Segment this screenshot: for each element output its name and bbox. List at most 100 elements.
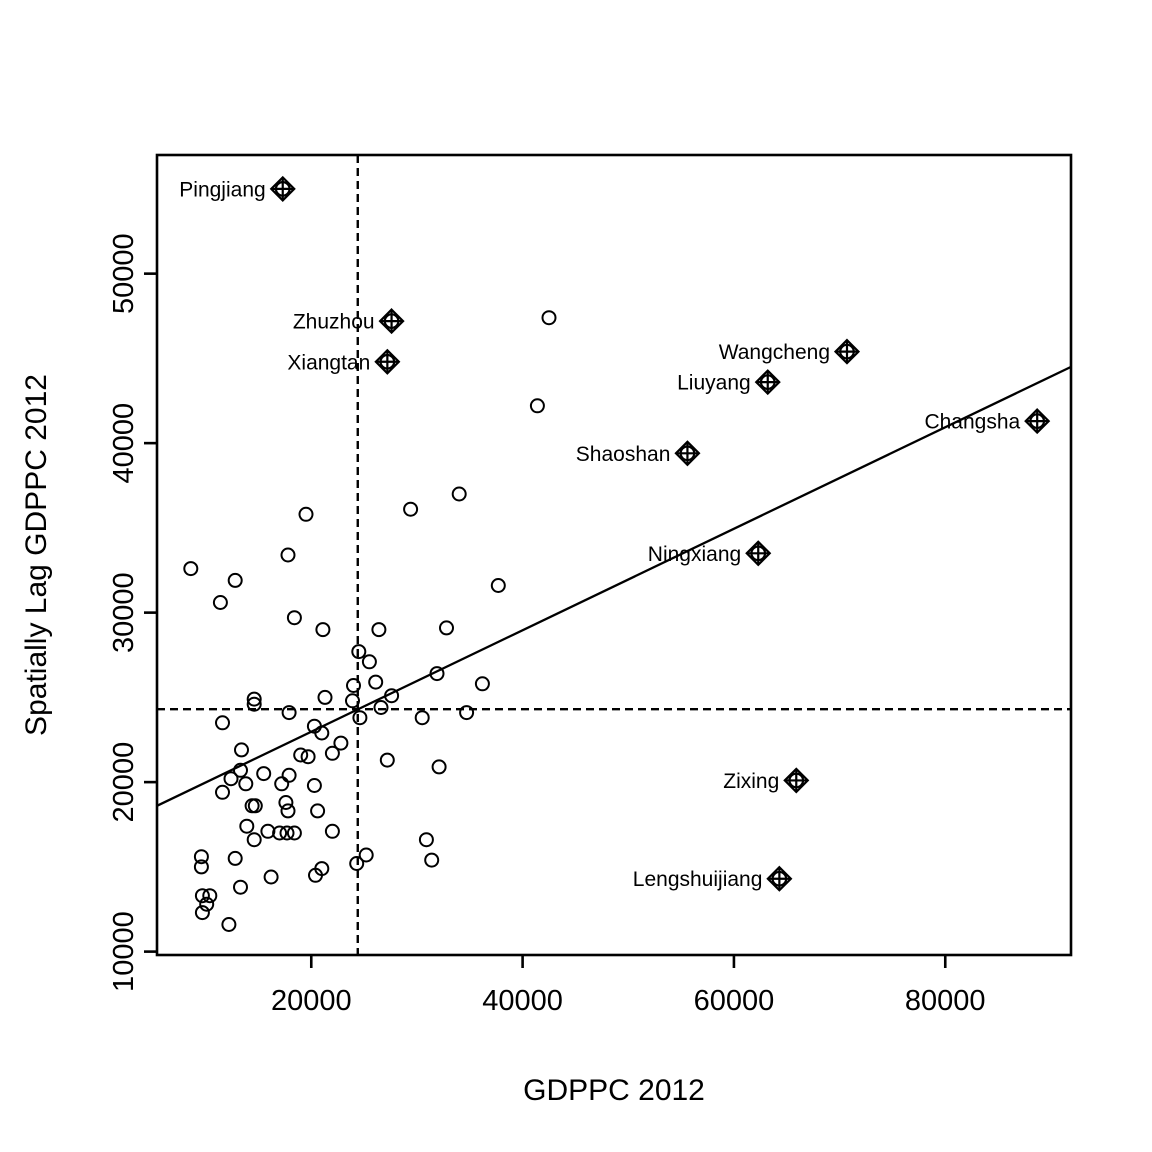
data-point [281, 767, 297, 783]
y-tick-label: 30000 [108, 572, 140, 653]
data-point [418, 832, 434, 848]
x-tick-label: 60000 [694, 985, 775, 1017]
data-point [223, 771, 239, 787]
data-point [306, 778, 322, 793]
data-point [346, 678, 361, 693]
data-point [246, 832, 262, 848]
point-label: Zixing [723, 770, 779, 793]
data-point [403, 501, 419, 517]
data-point [424, 852, 440, 868]
point-label: Ningxiang [648, 543, 741, 566]
labeled-points-layer: Pingjiang Zhuzhou Xiangtan Wangcheng Liuyang… [179, 175, 1051, 892]
data-point [280, 547, 296, 563]
data-point [183, 561, 199, 577]
labeled-point: Xiangtan [287, 348, 401, 375]
data-point [439, 620, 454, 636]
y-tick-label: 10000 [108, 911, 140, 992]
point-label: Zhuzhou [293, 311, 375, 334]
regression-line [156, 365, 1072, 807]
point-label: Lengshuijiang [633, 868, 763, 891]
data-point [351, 644, 367, 660]
data-point [373, 700, 389, 715]
data-point [414, 710, 430, 726]
data-point [260, 823, 276, 839]
data-point [314, 725, 330, 741]
data-point [278, 795, 294, 810]
regression-line-layer [156, 365, 1072, 807]
data-point [368, 674, 384, 690]
data-point [298, 506, 314, 522]
diamond-icon [378, 308, 405, 335]
labeled-point: Lengshuijiang [633, 865, 793, 892]
data-point [349, 856, 365, 871]
data-point [315, 622, 331, 638]
data-point [333, 735, 349, 751]
data-point [227, 572, 243, 588]
data-point [239, 818, 255, 834]
data-point [194, 888, 210, 904]
point-label: Pingjiang [179, 178, 265, 201]
data-point [361, 654, 377, 670]
y-tick-label: 20000 [108, 742, 140, 823]
data-point [256, 766, 272, 782]
data-point [451, 486, 467, 502]
data-point [310, 803, 326, 819]
diamond-icon [1024, 408, 1051, 435]
data-point [352, 710, 368, 726]
data-point [358, 847, 374, 863]
x-tick-label: 20000 [271, 985, 352, 1017]
labeled-point: Changsha [924, 408, 1051, 435]
data-point [233, 762, 248, 778]
labeled-point: Shaoshan [576, 440, 701, 467]
data-point [274, 776, 290, 792]
data-point [247, 798, 263, 814]
labeled-point: Zhuzhou [293, 308, 405, 335]
data-point [227, 850, 243, 866]
data-point [286, 610, 302, 626]
data-point [246, 691, 262, 707]
data-point [384, 688, 400, 704]
diamond-icon [766, 865, 793, 892]
plot-box [155, 153, 1073, 957]
data-point [324, 823, 340, 839]
data-point [541, 310, 557, 326]
data-point [221, 917, 237, 932]
data-point [281, 705, 297, 721]
data-point [212, 595, 228, 610]
data-point [193, 859, 209, 875]
point-label: Changsha [924, 411, 1020, 434]
data-point [371, 622, 387, 638]
axes-layer: 20000 40000 60000 80000 10000 20000 30000 40000… [108, 153, 1073, 1017]
diamond-icon [754, 369, 781, 396]
y-axis-title: Spatially Lag GDPPC 2012 [20, 374, 53, 736]
point-label: Liuyang [677, 372, 751, 395]
labeled-point: Wangcheng [719, 338, 861, 365]
scatter-points-layer [183, 310, 557, 932]
data-point [324, 745, 340, 761]
y-tick-label: 50000 [108, 233, 140, 314]
labeled-point: Pingjiang [179, 175, 296, 202]
labeled-point: Ningxiang [648, 540, 772, 567]
x-tick-label: 40000 [482, 985, 563, 1017]
data-point [429, 666, 445, 682]
data-point [529, 398, 545, 414]
point-label: Xiangtan [287, 351, 370, 374]
x-axis-title: GDPPC 2012 [523, 1074, 705, 1107]
data-point [272, 825, 288, 841]
data-point [238, 776, 254, 792]
data-point [379, 752, 395, 768]
data-point [202, 888, 218, 904]
data-point [308, 867, 323, 883]
y-tick-label: 40000 [108, 403, 140, 484]
data-point [300, 749, 316, 765]
data-point [263, 869, 279, 885]
data-point [317, 689, 333, 705]
diamond-icon [374, 348, 401, 375]
diamond-icon [783, 767, 810, 794]
data-point [345, 693, 360, 709]
data-point [474, 676, 490, 692]
x-tick-label: 80000 [905, 985, 986, 1017]
data-point [490, 578, 506, 593]
